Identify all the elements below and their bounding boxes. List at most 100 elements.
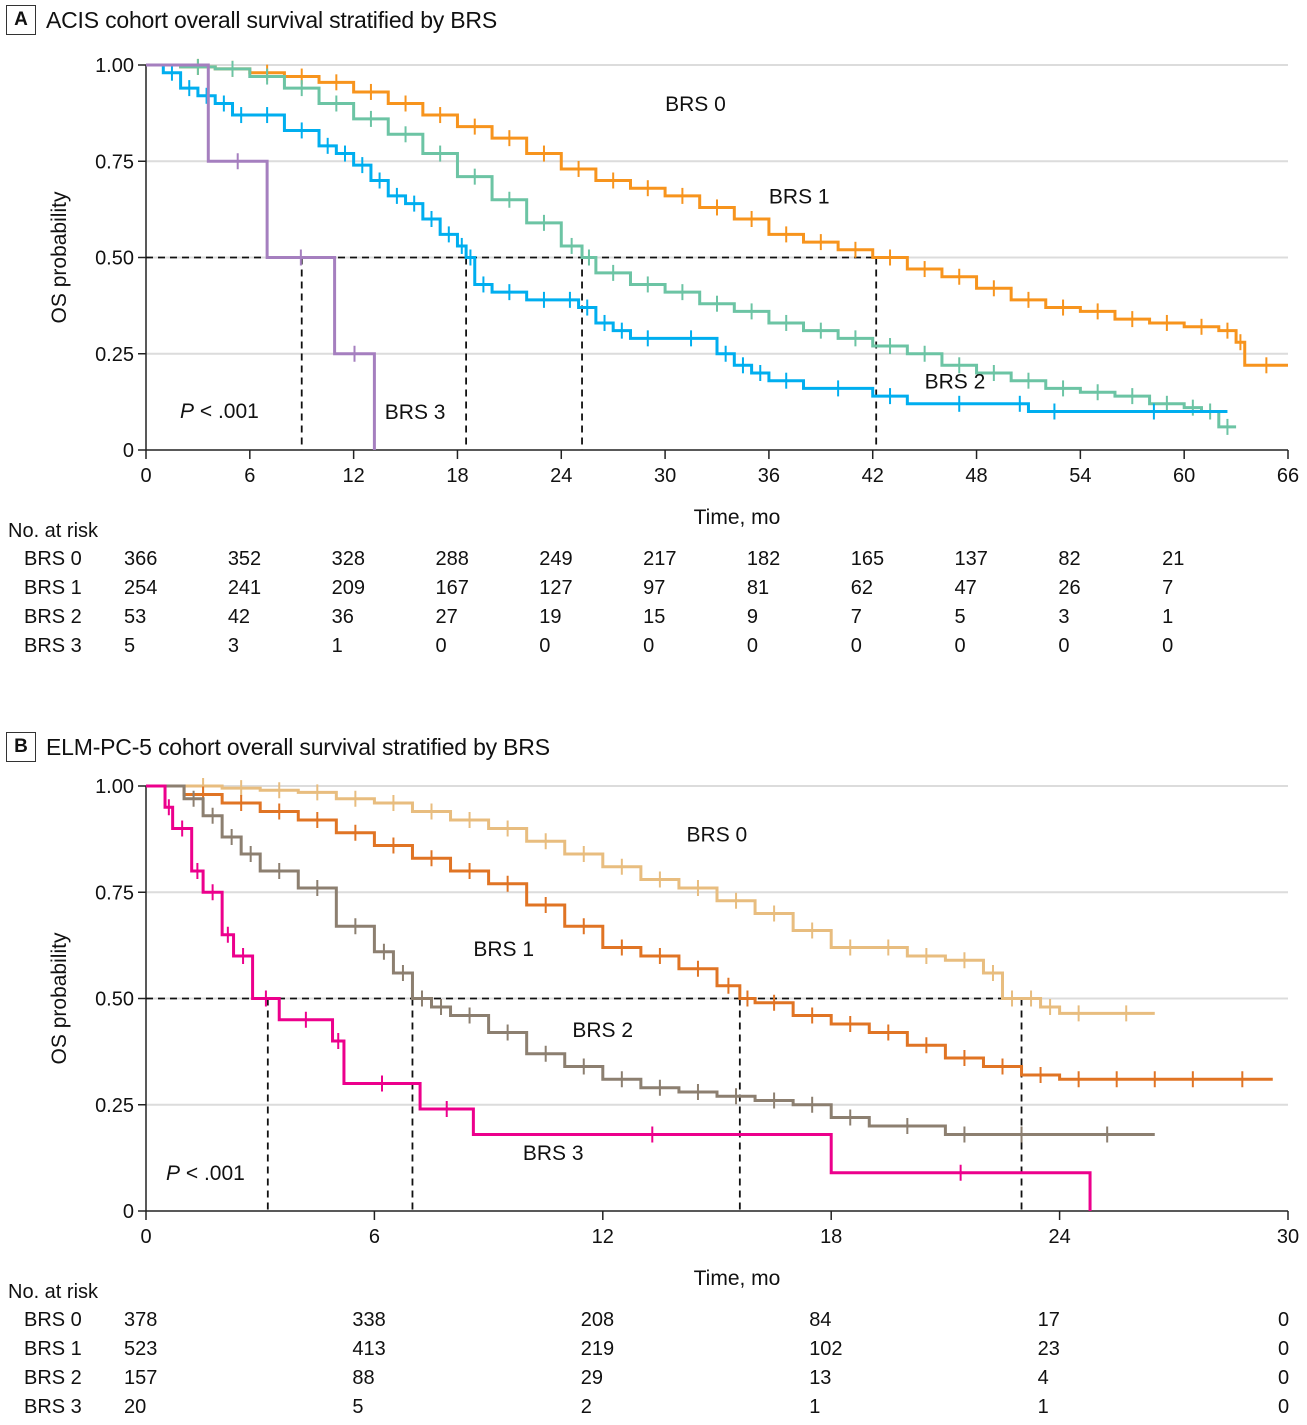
y-tick-label: 0.50 bbox=[95, 248, 134, 270]
risk-cell: 19 bbox=[539, 606, 562, 628]
y-axis-title: OS probability bbox=[48, 191, 71, 323]
risk-cell: 21 bbox=[1162, 548, 1185, 570]
risk-cell: 53 bbox=[124, 606, 147, 628]
risk-cell: 7 bbox=[850, 606, 862, 628]
risk-cell: 254 bbox=[124, 577, 158, 599]
risk-row: BRS 3 20 5 2 1 1 0 bbox=[0, 1396, 1307, 1425]
y-tick-label: 0.25 bbox=[95, 1095, 134, 1117]
x-axis-title: Time, mo bbox=[694, 506, 781, 529]
risk-cell: 1 bbox=[331, 635, 343, 657]
risk-cell: 3 bbox=[1058, 606, 1070, 628]
risk-cell: 7 bbox=[1162, 577, 1174, 599]
curve-label: BRS 3 bbox=[523, 1142, 584, 1165]
risk-row-label: BRS 2 bbox=[24, 606, 82, 628]
risk-row-label: BRS 3 bbox=[24, 635, 82, 657]
risk-cell: 217 bbox=[643, 548, 677, 570]
risk-cell: 288 bbox=[435, 548, 469, 570]
panel-b-title: ELM-PC-5 cohort overall survival stratif… bbox=[46, 733, 550, 760]
risk-row: BRS 1 523 413 219 102 23 0 bbox=[0, 1338, 1307, 1367]
x-tick-label: 36 bbox=[758, 465, 780, 487]
risk-row-label: BRS 1 bbox=[24, 577, 82, 599]
risk-cell: 241 bbox=[227, 577, 262, 599]
x-tick-label: 30 bbox=[1277, 1226, 1299, 1248]
y-tick-label: 0.25 bbox=[95, 344, 134, 366]
risk-row: BRS 2 53 42 36 27 19 15 9 7 5 3 1 bbox=[0, 606, 1307, 635]
risk-cell: 0 bbox=[435, 635, 447, 657]
risk-cell: 352 bbox=[227, 548, 262, 570]
risk-row-label: BRS 0 bbox=[24, 1309, 82, 1331]
risk-cell: 182 bbox=[746, 548, 781, 570]
risk-cell: 20 bbox=[124, 1396, 147, 1418]
panel-b-letter: B bbox=[6, 732, 36, 762]
y-tick-label: 1.00 bbox=[95, 55, 134, 77]
risk-cell: 523 bbox=[124, 1338, 158, 1360]
risk-cell: 0 bbox=[746, 635, 759, 657]
y-tick-label: 0.50 bbox=[95, 989, 134, 1011]
km-curve-brs-1 bbox=[146, 784, 1273, 1081]
risk-cell: 26 bbox=[1058, 577, 1081, 599]
risk-cell: 29 bbox=[580, 1367, 604, 1389]
x-tick-label: 6 bbox=[369, 1226, 380, 1248]
risk-cell: 1 bbox=[809, 1396, 821, 1418]
km-curve-brs-3 bbox=[146, 784, 1092, 1211]
curve-label: BRS 2 bbox=[925, 370, 986, 393]
risk-cell: 209 bbox=[331, 577, 365, 599]
risk-cell: 0 bbox=[1278, 1309, 1290, 1331]
x-tick-label: 66 bbox=[1277, 465, 1299, 487]
risk-cell: 23 bbox=[1037, 1338, 1060, 1360]
risk-row: BRS 1 254 241 209 167 127 97 81 62 47 26 7 bbox=[0, 577, 1307, 606]
risk-cell: 1 bbox=[1037, 1396, 1049, 1418]
panel-a-header: A ACIS cohort overall survival stratifie… bbox=[6, 5, 497, 35]
risk-row-label: BRS 2 bbox=[24, 1367, 82, 1389]
risk-cell: 413 bbox=[352, 1338, 386, 1360]
y-tick-label: 0.75 bbox=[95, 151, 134, 173]
risk-cell: 82 bbox=[1058, 548, 1081, 570]
risk-cell: 328 bbox=[331, 548, 365, 570]
risk-cell: 0 bbox=[954, 635, 966, 657]
risk-cell: 2 bbox=[580, 1396, 592, 1418]
risk-cell: 0 bbox=[1278, 1396, 1290, 1418]
risk-cell: 5 bbox=[954, 606, 966, 628]
risk-table-title: No. at risk bbox=[8, 520, 99, 542]
km-curve-brs-0 bbox=[146, 63, 1288, 367]
risk-cell: 97 bbox=[643, 577, 666, 599]
y-tick-label: 0.75 bbox=[95, 882, 134, 904]
risk-row: BRS 3 5 3 1 0 0 0 0 0 0 0 0 bbox=[0, 635, 1307, 664]
risk-cell: 0 bbox=[1278, 1367, 1290, 1389]
panel-a-title: ACIS cohort overall survival stratified … bbox=[46, 6, 497, 33]
risk-cell: 15 bbox=[643, 606, 666, 628]
x-tick-label: 54 bbox=[1069, 465, 1091, 487]
risk-cell: 5 bbox=[352, 1396, 364, 1418]
risk-cell: 0 bbox=[850, 635, 862, 657]
risk-cell: 0 bbox=[539, 635, 551, 657]
x-tick-label: 30 bbox=[654, 465, 676, 487]
panel-b-header: B ELM-PC-5 cohort overall survival strat… bbox=[6, 732, 550, 762]
x-tick-label: 24 bbox=[550, 465, 572, 487]
km-curve-brs-1 bbox=[146, 63, 1237, 429]
y-tick-label: 0 bbox=[123, 440, 134, 462]
risk-row: BRS 2 157 88 29 13 4 0 bbox=[0, 1367, 1307, 1396]
curve-label: BRS 2 bbox=[572, 1019, 633, 1042]
risk-cell: 165 bbox=[850, 548, 885, 570]
risk-cell: 3 bbox=[227, 635, 239, 657]
x-axis-title: Time, mo bbox=[694, 1267, 781, 1290]
risk-cell: 219 bbox=[580, 1338, 615, 1360]
x-tick-label: 0 bbox=[140, 1226, 151, 1248]
risk-cell: 157 bbox=[124, 1367, 158, 1389]
x-tick-label: 0 bbox=[140, 465, 151, 487]
risk-cell: 0 bbox=[643, 635, 655, 657]
risk-cell: 88 bbox=[352, 1367, 375, 1389]
km-curve-brs-2 bbox=[146, 784, 1155, 1136]
risk-cell: 5 bbox=[124, 635, 136, 657]
risk-cell: 1 bbox=[1162, 606, 1174, 628]
panel-a-letter: A bbox=[6, 5, 36, 35]
risk-cell: 378 bbox=[124, 1309, 158, 1331]
x-tick-label: 18 bbox=[820, 1226, 842, 1248]
risk-cell: 13 bbox=[809, 1367, 832, 1389]
curve-label: BRS 0 bbox=[665, 93, 726, 116]
risk-row-label: BRS 0 bbox=[24, 548, 82, 570]
y-tick-label: 0 bbox=[123, 1201, 134, 1223]
risk-row-label: BRS 1 bbox=[24, 1338, 82, 1360]
x-tick-label: 24 bbox=[1048, 1226, 1070, 1248]
